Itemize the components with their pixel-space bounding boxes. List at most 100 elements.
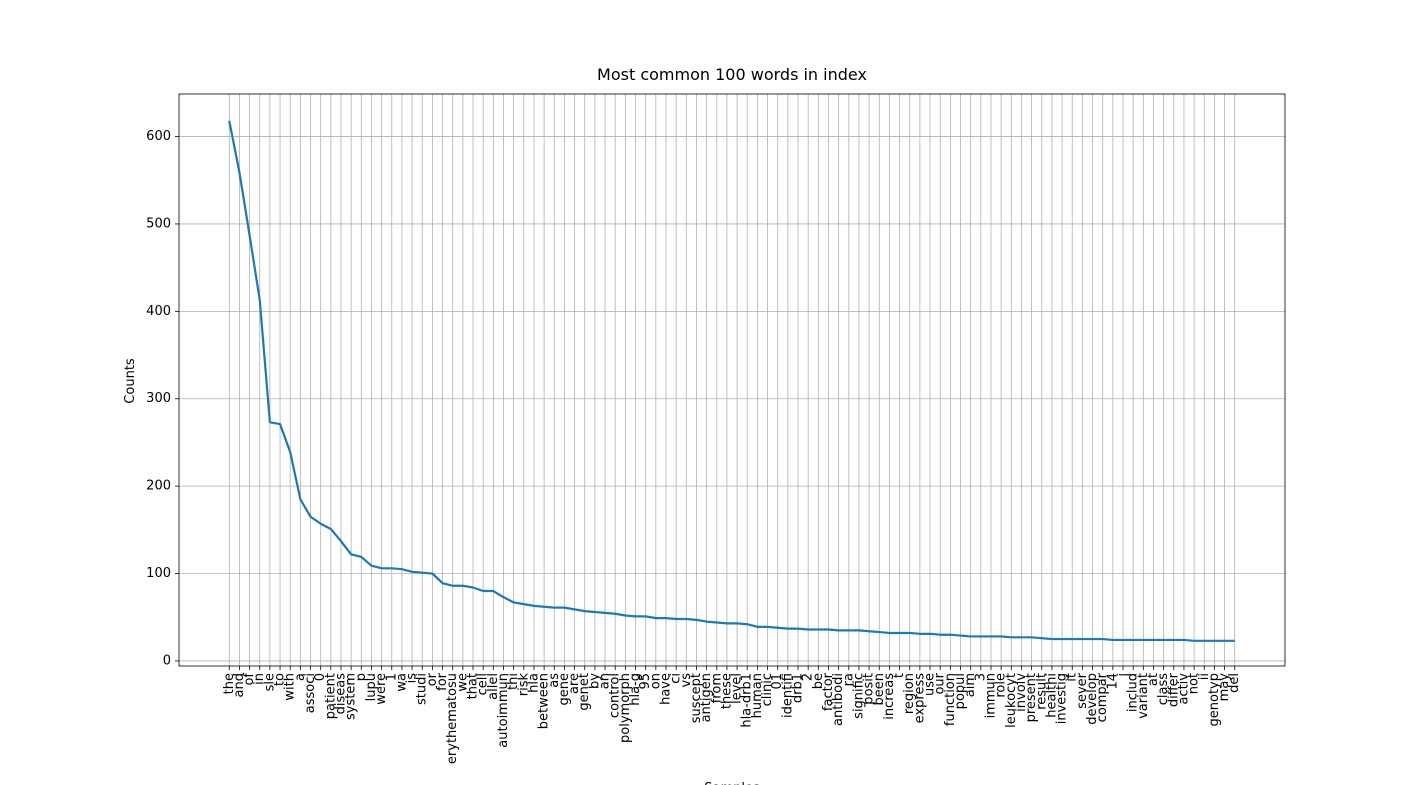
x-tick-label: ii xyxy=(1197,673,1212,680)
x-tick-label: diseas xyxy=(333,673,348,715)
x-tick-label: to xyxy=(273,673,288,686)
x-tick-label: antigen xyxy=(699,673,714,722)
x-tick-label: region xyxy=(902,673,917,714)
x-tick-label: level xyxy=(730,673,745,704)
y-tick-label: 600 xyxy=(146,129,171,144)
y-tick-label: 200 xyxy=(146,479,171,494)
x-tick-label: the xyxy=(222,673,237,694)
x-tick-label: hla-g xyxy=(628,673,643,706)
x-tick-label: is xyxy=(405,673,420,684)
x-tick-label: of xyxy=(242,673,257,686)
x-tick-label: del xyxy=(1227,673,1242,693)
x-tick-label: autoimmun xyxy=(496,673,511,748)
x-tick-label: been xyxy=(872,673,887,706)
x-tick-label: result xyxy=(1034,673,1049,710)
x-tick-label: and xyxy=(232,673,247,697)
y-tick-label: 300 xyxy=(146,391,171,406)
x-tick-label: differ xyxy=(1166,672,1181,707)
y-tick-label: 100 xyxy=(146,566,171,581)
x-tick-label: class xyxy=(1156,673,1171,705)
x-tick-label: genet xyxy=(577,673,592,711)
x-tick-label: as xyxy=(547,673,562,688)
x-tick-label: or xyxy=(425,672,440,686)
x-tick-label: lupu xyxy=(364,673,379,701)
x-tick-label: for xyxy=(435,672,450,691)
x-tick-label: vs xyxy=(679,673,694,688)
x-tick-label: thi xyxy=(506,673,521,690)
x-tick-label: 95 xyxy=(638,673,653,690)
x-tick-label: clinic xyxy=(760,673,775,706)
x-tick-label: signific xyxy=(851,673,866,719)
x-tick-label: these xyxy=(719,673,734,709)
x-tick-label: on xyxy=(648,673,663,689)
y-tick-label: 0 xyxy=(163,653,171,668)
x-tick-label: role xyxy=(994,673,1009,698)
x-tick-label: identifi xyxy=(780,673,795,718)
x-tick-label: immun xyxy=(983,673,998,718)
x-tick-label: ra xyxy=(841,673,856,686)
x-tick-label: involv xyxy=(1014,673,1029,712)
x-tick-label: polymorph xyxy=(618,673,633,743)
y-tick-label: 500 xyxy=(146,216,171,231)
x-tick-label: that xyxy=(466,673,481,699)
y-tick-label: 400 xyxy=(146,304,171,319)
x-tick-label: at xyxy=(1146,673,1161,686)
x-tick-label: not xyxy=(1187,673,1202,694)
x-tick-label: sever xyxy=(1075,672,1090,708)
x-tick-label: use xyxy=(923,673,938,696)
x-tick-label: 01 xyxy=(770,673,785,690)
x-tick-label: allel xyxy=(486,673,501,700)
x-tick-label: variant xyxy=(1136,673,1151,719)
x-tick-label: drb1 xyxy=(791,673,806,703)
x-tick-label: factor xyxy=(821,672,836,711)
x-tick-label: patient xyxy=(323,673,338,719)
x-tick-label: from xyxy=(709,673,724,703)
x-tick-label: erythematosu xyxy=(445,673,460,764)
x-tick-label: p xyxy=(354,673,369,681)
x-tick-label: hla-drb1 xyxy=(740,673,755,728)
x-tick-label: may xyxy=(1217,673,1232,702)
x-tick-label: investig xyxy=(1055,673,1070,724)
x-tick-label: suscept xyxy=(689,673,704,723)
x-tick-label: 2 xyxy=(801,673,816,681)
x-tick-label: 14 xyxy=(1105,673,1120,690)
x-tick-label: increas xyxy=(882,673,897,720)
x-tick-label: a xyxy=(293,673,308,681)
x-tick-label: are xyxy=(567,673,582,694)
x-tick-label: ci xyxy=(669,673,684,684)
x-tick-label: includ xyxy=(1126,673,1141,712)
x-tick-label: develop xyxy=(1085,673,1100,725)
x-tick-label: function xyxy=(943,673,958,726)
x-tick-label: gene xyxy=(557,673,572,706)
x-tick-label: 1 xyxy=(384,673,399,681)
x-axis-label: Samples xyxy=(704,781,760,785)
x-tick-label: have xyxy=(658,673,673,705)
x-tick-label: human xyxy=(750,673,765,718)
x-tick-label: antibodi xyxy=(831,673,846,726)
x-tick-label: aim xyxy=(963,673,978,697)
x-tick-label: by xyxy=(587,673,602,689)
x-tick-label: hla xyxy=(526,673,541,693)
x-tick-label: be xyxy=(811,673,826,689)
x-tick-label: in xyxy=(252,673,267,685)
x-tick-label: present xyxy=(1024,673,1039,722)
x-tick-label: 3 xyxy=(973,673,988,681)
x-tick-label: associ xyxy=(303,673,318,713)
x-tick-label: risk xyxy=(516,673,531,697)
x-tick-label: control xyxy=(608,673,623,718)
data-line xyxy=(228,120,1235,642)
chart-title: Most common 100 words in index xyxy=(597,65,867,84)
x-tick-label: genotyp xyxy=(1207,673,1222,727)
x-tick-label: between xyxy=(537,673,552,729)
x-tick-label: 0 xyxy=(313,673,328,681)
x-tick-label: it xyxy=(1065,673,1080,682)
x-tick-label: our xyxy=(933,672,948,694)
x-tick-label: system xyxy=(344,673,359,720)
x-tick-label: healthi xyxy=(1044,673,1059,718)
x-tick-label: popul xyxy=(953,673,968,709)
x-tick-label: we xyxy=(455,673,470,692)
x-tick-label: were xyxy=(374,673,389,705)
x-tick-label: compar xyxy=(1095,672,1110,722)
x-tick-label: an xyxy=(598,673,613,689)
